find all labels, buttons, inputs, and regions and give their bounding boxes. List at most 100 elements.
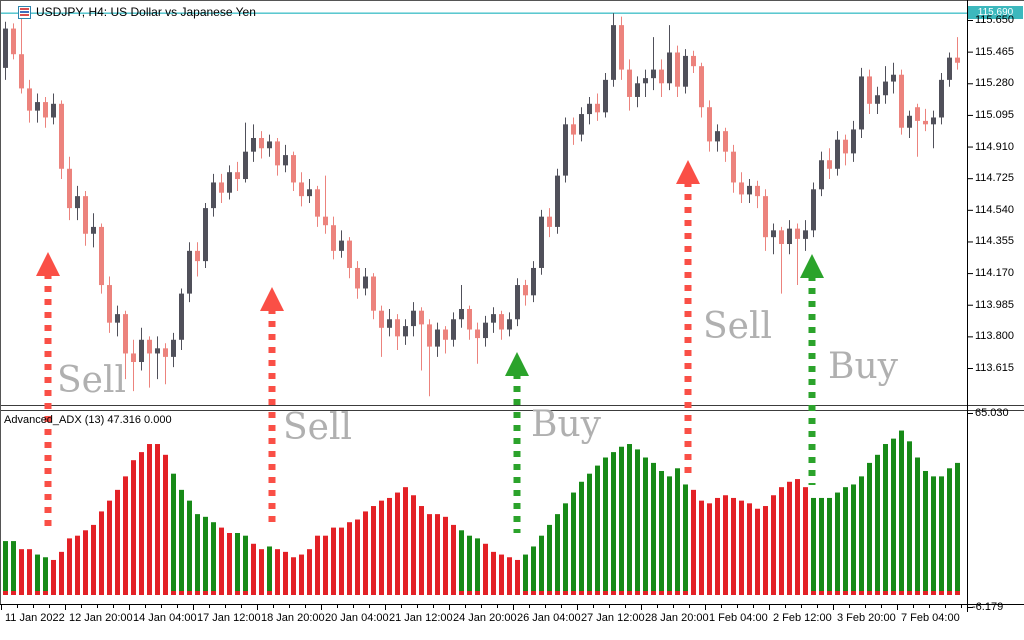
candlestick: [603, 79, 608, 113]
adx-zero-stub: [947, 591, 952, 595]
candlestick: [939, 79, 944, 118]
adx-zero-stub: [131, 591, 136, 595]
candlestick: [899, 74, 904, 128]
adx-bar: [699, 500, 704, 591]
adx-bar: [163, 454, 168, 591]
candlestick: [803, 230, 808, 239]
adx-zero-stub: [67, 591, 72, 595]
adx-bar: [683, 484, 688, 591]
candlestick: [11, 28, 16, 55]
adx-bar: [883, 444, 888, 591]
adx-zero-stub: [3, 591, 8, 595]
adx-bar: [515, 559, 520, 591]
adx-zero-stub: [563, 591, 568, 595]
adx-bar: [723, 495, 728, 591]
adx-bar: [11, 541, 16, 591]
adx-zero-stub: [211, 591, 216, 595]
adx-zero-stub: [91, 591, 96, 595]
adx-zero-stub: [723, 591, 728, 595]
adx-bar: [675, 468, 680, 591]
adx-bar: [811, 497, 816, 591]
adx-zero-stub: [219, 591, 224, 595]
adx-zero-stub: [611, 591, 616, 595]
adx-zero-stub: [811, 591, 816, 595]
sell-arrow-head: [676, 160, 700, 184]
candlestick: [523, 285, 528, 296]
candlestick: [539, 216, 544, 268]
adx-bar: [523, 554, 528, 591]
adx-zero-stub: [475, 591, 480, 595]
candlestick: [595, 103, 600, 113]
candlestick: [339, 240, 344, 251]
adx-bar: [411, 495, 416, 591]
adx-bar: [203, 516, 208, 591]
adx-bar: [579, 481, 584, 591]
indicator-max-label: 65.030: [975, 407, 1009, 419]
adx-bar: [115, 489, 120, 591]
adx-zero-stub: [859, 591, 864, 595]
adx-zero-stub: [899, 591, 904, 595]
adx-zero-stub: [843, 591, 848, 595]
adx-zero-stub: [579, 591, 584, 595]
candlestick: [131, 353, 136, 363]
adx-bar: [939, 476, 944, 591]
candlestick: [467, 308, 472, 330]
candlestick: [267, 141, 272, 149]
adx-bar: [603, 457, 608, 591]
candlestick: [683, 55, 688, 87]
adx-bar: [299, 554, 304, 591]
candlestick: [99, 226, 104, 286]
candlestick: [291, 155, 296, 183]
adx-zero-stub: [539, 591, 544, 595]
chart-title: USDJPY, H4: US Dollar vs Japanese Yen: [36, 5, 256, 19]
adx-zero-stub: [107, 591, 112, 595]
candlestick: [283, 155, 288, 166]
adx-bar: [107, 500, 112, 591]
adx-zero-stub: [403, 591, 408, 595]
adx-zero-stub: [147, 591, 152, 595]
adx-zero-stub: [683, 591, 688, 595]
adx-bar: [547, 524, 552, 591]
adx-bar: [419, 506, 424, 591]
adx-bar: [555, 514, 560, 591]
candlestick: [227, 172, 232, 193]
adx-zero-stub: [907, 591, 912, 595]
current-price-badge: 115.690: [968, 6, 1023, 19]
candlestick: [563, 124, 568, 176]
adx-zero-stub: [427, 591, 432, 595]
adx-bar: [195, 514, 200, 591]
indicator-label: Advanced_ADX (13) 47.316 0.000: [4, 414, 172, 426]
adx-bar: [707, 503, 712, 591]
candlestick: [91, 226, 96, 234]
adx-zero-stub: [443, 591, 448, 595]
adx-zero-stub: [571, 591, 576, 595]
adx-zero-stub: [491, 591, 496, 595]
icon-stripe-red: [20, 8, 29, 11]
adx-zero-stub: [883, 591, 888, 595]
price-tick-label: 114.170: [975, 267, 1014, 280]
adx-bar: [779, 487, 784, 591]
adx-bar: [443, 516, 448, 591]
adx-bar: [459, 530, 464, 591]
candlestick: [483, 322, 488, 339]
adx-bar: [619, 446, 624, 591]
adx-bar: [435, 514, 440, 591]
candlestick: [419, 310, 424, 325]
adx-bar: [307, 549, 312, 591]
adx-bar: [323, 535, 328, 591]
candlestick: [355, 267, 360, 289]
sell-signal-label: Sell: [57, 360, 126, 401]
adx-bar: [131, 460, 136, 591]
adx-zero-stub: [779, 591, 784, 595]
sell-arrow-head: [260, 287, 284, 311]
adx-zero-stub: [595, 591, 600, 595]
adx-bar: [123, 476, 128, 591]
adx-zero-stub: [699, 591, 704, 595]
adx-zero-stub: [627, 591, 632, 595]
adx-bar: [427, 514, 432, 591]
candlestick: [187, 250, 192, 294]
adx-zero-stub: [675, 591, 680, 595]
candlestick: [915, 107, 920, 121]
adx-bar: [187, 500, 192, 591]
